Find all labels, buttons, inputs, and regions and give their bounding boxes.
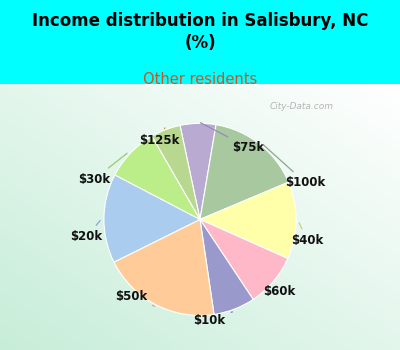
Text: $20k: $20k — [70, 220, 103, 243]
Text: City-Data.com: City-Data.com — [269, 102, 333, 111]
Text: $40k: $40k — [292, 223, 324, 247]
Text: $60k: $60k — [263, 285, 295, 298]
Wedge shape — [104, 175, 200, 262]
Wedge shape — [200, 219, 253, 314]
Wedge shape — [200, 182, 296, 259]
Text: Income distribution in Salisbury, NC
(%): Income distribution in Salisbury, NC (%) — [32, 12, 368, 52]
Text: $125k: $125k — [140, 128, 180, 147]
Text: Other residents: Other residents — [143, 72, 257, 87]
Wedge shape — [152, 125, 200, 219]
Wedge shape — [200, 125, 288, 219]
Wedge shape — [200, 219, 288, 300]
Wedge shape — [115, 136, 200, 219]
Text: $50k: $50k — [115, 290, 154, 306]
Wedge shape — [180, 123, 216, 219]
Text: $30k: $30k — [78, 153, 127, 186]
Wedge shape — [114, 219, 214, 315]
Text: $100k: $100k — [263, 145, 326, 189]
Text: $75k: $75k — [200, 123, 264, 154]
Text: $10k: $10k — [194, 312, 232, 327]
